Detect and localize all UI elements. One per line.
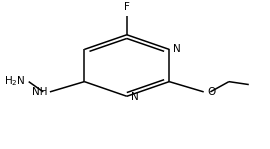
Text: F: F: [124, 2, 130, 12]
Text: N: N: [131, 92, 139, 102]
Text: H$_2$N: H$_2$N: [5, 74, 26, 88]
Text: O: O: [208, 87, 216, 97]
Text: NH: NH: [32, 87, 47, 97]
Text: N: N: [173, 44, 181, 54]
